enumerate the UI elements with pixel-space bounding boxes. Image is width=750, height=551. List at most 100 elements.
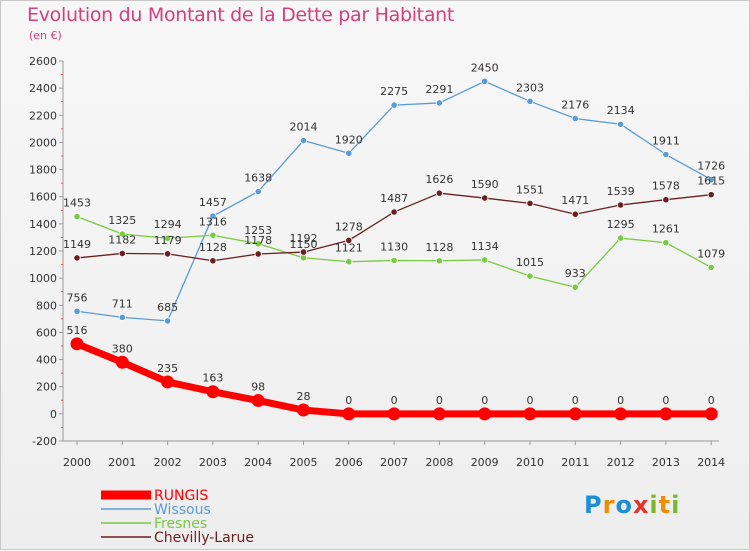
x-tick-label: 2009 xyxy=(471,456,499,469)
data-point xyxy=(432,407,446,421)
y-tick-label: 2600 xyxy=(29,55,57,68)
data-point xyxy=(342,407,356,421)
data-label: 1192 xyxy=(290,232,318,245)
data-label: 711 xyxy=(112,297,133,310)
data-label: 1150 xyxy=(290,238,318,251)
data-label: 1015 xyxy=(516,256,544,269)
data-label: 1626 xyxy=(425,173,453,186)
data-label: 1121 xyxy=(335,242,363,255)
y-tick-label: 400 xyxy=(36,354,57,367)
data-point xyxy=(478,407,492,421)
data-label: 516 xyxy=(67,324,88,337)
data-label: 1615 xyxy=(697,175,725,188)
data-label: 2134 xyxy=(607,104,635,117)
chart-title: Evolution du Montant de la Dette par Hab… xyxy=(27,4,455,26)
legend-label: Wissous xyxy=(154,502,211,518)
y-tick-label: 800 xyxy=(36,299,57,312)
data-point xyxy=(164,234,172,242)
data-point xyxy=(571,210,579,218)
data-point xyxy=(209,231,217,239)
legend-label: Chevilly-Larue xyxy=(154,530,254,546)
data-point xyxy=(118,230,126,238)
data-label: 756 xyxy=(67,291,88,304)
data-point xyxy=(435,189,443,197)
data-label: 0 xyxy=(662,394,669,407)
data-point xyxy=(118,313,126,321)
x-tick-label: 2005 xyxy=(290,456,318,469)
x-tick-label: 2001 xyxy=(108,456,136,469)
data-point xyxy=(614,407,628,421)
x-tick-label: 2007 xyxy=(380,456,408,469)
data-point xyxy=(707,176,715,184)
data-label: 685 xyxy=(157,301,178,314)
proxiti-logo: Proxiti xyxy=(584,491,681,519)
data-label: 1487 xyxy=(380,192,408,205)
data-label: 1134 xyxy=(471,240,499,253)
x-tick-label: 2006 xyxy=(335,456,363,469)
data-label: 1261 xyxy=(652,223,680,236)
data-point xyxy=(73,307,81,315)
data-label: 0 xyxy=(391,394,398,407)
data-point xyxy=(297,403,310,417)
data-point xyxy=(254,240,262,248)
x-tick-label: 2004 xyxy=(244,456,272,469)
y-tick-label: 1400 xyxy=(29,218,57,231)
data-point xyxy=(209,257,217,265)
data-label: 0 xyxy=(436,394,443,407)
data-point xyxy=(659,407,673,421)
data-label: 2275 xyxy=(380,85,408,98)
data-label: 2450 xyxy=(471,61,499,74)
data-label: 1128 xyxy=(199,241,227,254)
data-label: 0 xyxy=(617,394,624,407)
data-point xyxy=(523,407,537,421)
data-label: 1295 xyxy=(607,218,635,231)
data-point xyxy=(526,199,534,207)
data-point xyxy=(435,257,443,265)
data-point xyxy=(209,212,217,220)
data-label: 1471 xyxy=(561,194,589,207)
data-point xyxy=(390,208,398,216)
data-label: 1638 xyxy=(244,172,272,185)
data-point xyxy=(526,97,534,105)
data-label: 1578 xyxy=(652,180,680,193)
y-tick-label: 0 xyxy=(50,408,57,421)
y-tick-label: -200 xyxy=(32,435,57,448)
data-point xyxy=(526,272,534,280)
data-label: 235 xyxy=(157,362,178,375)
data-point xyxy=(662,196,670,204)
data-label: 1253 xyxy=(244,224,272,237)
x-tick-label: 2011 xyxy=(561,456,589,469)
data-point xyxy=(481,256,489,264)
data-label: 2291 xyxy=(425,83,453,96)
data-label: 1079 xyxy=(697,247,725,260)
x-tick-label: 2013 xyxy=(652,456,680,469)
y-tick-label: 2200 xyxy=(29,109,57,122)
data-label: 2303 xyxy=(516,81,544,94)
data-point xyxy=(616,201,625,209)
data-point xyxy=(345,258,353,266)
data-point xyxy=(73,254,81,262)
data-label: 1294 xyxy=(154,218,182,231)
data-label: 1278 xyxy=(335,220,363,233)
data-point xyxy=(568,407,582,421)
x-tick-label: 2008 xyxy=(425,456,453,469)
data-point xyxy=(164,317,172,325)
data-point xyxy=(662,150,670,159)
data-label: 1128 xyxy=(425,241,453,254)
legend-label: Fresnes xyxy=(154,516,207,532)
y-tick-label: 2400 xyxy=(29,82,57,95)
data-label: 1726 xyxy=(697,160,725,173)
data-point xyxy=(115,355,129,369)
data-label: 1325 xyxy=(108,214,136,227)
data-point xyxy=(390,101,398,109)
x-tick-label: 2014 xyxy=(697,456,725,469)
x-tick-label: 2010 xyxy=(516,456,544,469)
y-tick-label: 1000 xyxy=(29,272,57,285)
data-point xyxy=(161,375,175,389)
data-point xyxy=(571,283,579,291)
x-tick-label: 2000 xyxy=(63,456,91,469)
x-tick-label: 2003 xyxy=(199,456,227,469)
data-point xyxy=(616,120,625,128)
data-label: 0 xyxy=(345,394,352,407)
data-label: 98 xyxy=(251,381,265,394)
